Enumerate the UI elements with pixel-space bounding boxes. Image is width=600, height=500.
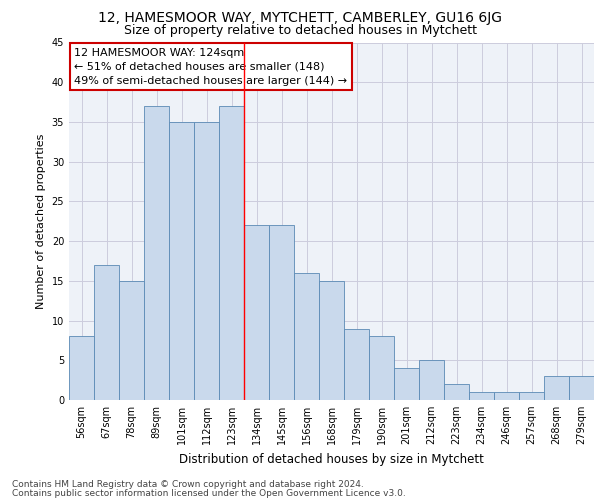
Bar (394, 368, 419, 400)
Bar (294, 273, 319, 400)
Bar (169, 122, 194, 400)
X-axis label: Distribution of detached houses by size in Mytchett: Distribution of detached houses by size … (179, 452, 484, 466)
Bar (194, 122, 219, 400)
Bar (519, 392, 544, 400)
Bar (444, 384, 469, 400)
Y-axis label: Number of detached properties: Number of detached properties (36, 134, 46, 309)
Bar (219, 106, 244, 400)
Bar (119, 281, 144, 400)
Bar (269, 225, 294, 400)
Text: Contains public sector information licensed under the Open Government Licence v3: Contains public sector information licen… (12, 488, 406, 498)
Bar (144, 106, 169, 400)
Bar (544, 376, 569, 400)
Bar (69, 336, 94, 400)
Bar (369, 336, 394, 400)
Bar (419, 360, 444, 400)
Text: 12 HAMESMOOR WAY: 124sqm
← 51% of detached houses are smaller (148)
49% of semi-: 12 HAMESMOOR WAY: 124sqm ← 51% of detach… (74, 48, 347, 86)
Bar (344, 328, 369, 400)
Bar (494, 392, 519, 400)
Text: 12, HAMESMOOR WAY, MYTCHETT, CAMBERLEY, GU16 6JG: 12, HAMESMOOR WAY, MYTCHETT, CAMBERLEY, … (98, 11, 502, 25)
Text: Contains HM Land Registry data © Crown copyright and database right 2024.: Contains HM Land Registry data © Crown c… (12, 480, 364, 489)
Bar (319, 281, 344, 400)
Text: Size of property relative to detached houses in Mytchett: Size of property relative to detached ho… (124, 24, 476, 37)
Bar (244, 225, 269, 400)
Bar (569, 376, 594, 400)
Bar (469, 392, 494, 400)
Bar (94, 265, 119, 400)
